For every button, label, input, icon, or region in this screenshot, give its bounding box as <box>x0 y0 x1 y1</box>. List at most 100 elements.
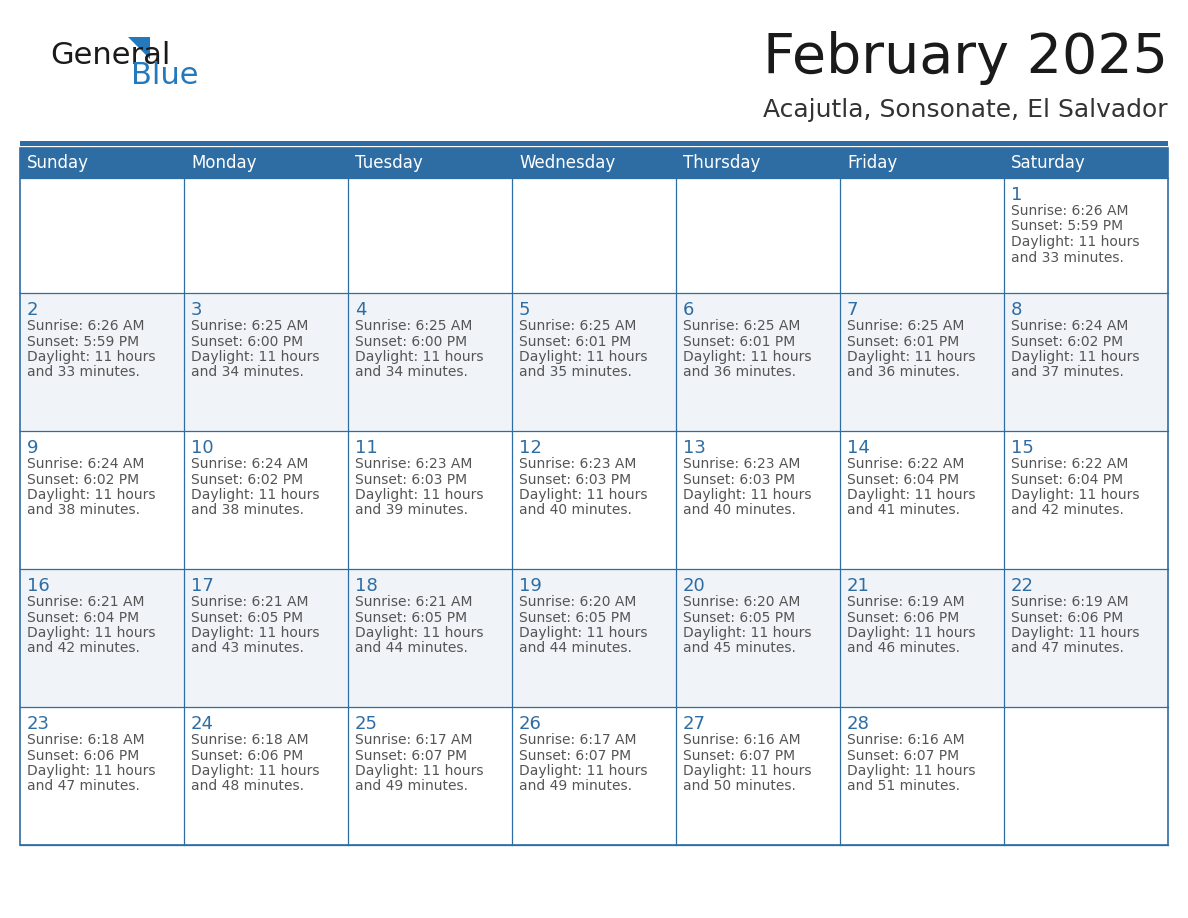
Text: Sunset: 6:05 PM: Sunset: 6:05 PM <box>191 610 303 624</box>
Text: Daylight: 11 hours: Daylight: 11 hours <box>847 626 975 640</box>
Text: 15: 15 <box>1011 439 1034 457</box>
Text: February 2025: February 2025 <box>763 31 1168 85</box>
Bar <box>348 569 512 707</box>
Bar <box>20 293 184 431</box>
Text: Daylight: 11 hours: Daylight: 11 hours <box>27 764 156 778</box>
Text: Daylight: 11 hours: Daylight: 11 hours <box>27 350 156 364</box>
Text: 5: 5 <box>519 301 531 319</box>
Text: 10: 10 <box>191 439 214 457</box>
Text: 13: 13 <box>683 439 706 457</box>
Text: 19: 19 <box>519 577 542 595</box>
Bar <box>676 431 840 569</box>
Text: Sunset: 6:06 PM: Sunset: 6:06 PM <box>847 610 959 624</box>
Text: Sunrise: 6:21 AM: Sunrise: 6:21 AM <box>27 595 145 609</box>
Text: Sunrise: 6:25 AM: Sunrise: 6:25 AM <box>519 319 637 333</box>
Polygon shape <box>128 37 150 59</box>
Text: and 34 minutes.: and 34 minutes. <box>191 365 304 379</box>
Bar <box>676 178 840 293</box>
Text: Daylight: 11 hours: Daylight: 11 hours <box>191 350 320 364</box>
Text: and 48 minutes.: and 48 minutes. <box>191 779 304 793</box>
Text: Saturday: Saturday <box>1011 154 1086 172</box>
Text: Sunrise: 6:18 AM: Sunrise: 6:18 AM <box>27 733 145 747</box>
Text: Sunrise: 6:21 AM: Sunrise: 6:21 AM <box>191 595 309 609</box>
Text: Sunset: 6:02 PM: Sunset: 6:02 PM <box>27 473 139 487</box>
Bar <box>1004 431 1168 569</box>
Bar <box>184 178 348 293</box>
Text: 4: 4 <box>355 301 367 319</box>
Text: Daylight: 11 hours: Daylight: 11 hours <box>683 626 811 640</box>
Text: Sunset: 6:05 PM: Sunset: 6:05 PM <box>683 610 795 624</box>
Text: and 51 minutes.: and 51 minutes. <box>847 779 960 793</box>
Text: Daylight: 11 hours: Daylight: 11 hours <box>519 488 647 502</box>
Bar <box>840 148 1004 178</box>
Text: Sunrise: 6:19 AM: Sunrise: 6:19 AM <box>1011 595 1129 609</box>
Text: and 33 minutes.: and 33 minutes. <box>1011 251 1124 264</box>
Text: Sunrise: 6:22 AM: Sunrise: 6:22 AM <box>1011 457 1129 471</box>
Text: Sunset: 5:59 PM: Sunset: 5:59 PM <box>27 334 139 349</box>
Text: Daylight: 11 hours: Daylight: 11 hours <box>355 764 484 778</box>
Text: Daylight: 11 hours: Daylight: 11 hours <box>1011 488 1139 502</box>
Bar <box>20 141 1168 146</box>
Text: Daylight: 11 hours: Daylight: 11 hours <box>355 626 484 640</box>
Text: 18: 18 <box>355 577 378 595</box>
Text: Daylight: 11 hours: Daylight: 11 hours <box>847 488 975 502</box>
Text: and 42 minutes.: and 42 minutes. <box>27 642 140 655</box>
Text: Sunrise: 6:23 AM: Sunrise: 6:23 AM <box>683 457 801 471</box>
Text: Sunset: 6:05 PM: Sunset: 6:05 PM <box>355 610 467 624</box>
Text: and 35 minutes.: and 35 minutes. <box>519 365 632 379</box>
Text: 14: 14 <box>847 439 870 457</box>
Text: Daylight: 11 hours: Daylight: 11 hours <box>27 626 156 640</box>
Text: 3: 3 <box>191 301 202 319</box>
Bar <box>20 569 184 707</box>
Text: Sunset: 6:04 PM: Sunset: 6:04 PM <box>847 473 959 487</box>
Bar <box>184 431 348 569</box>
Text: and 47 minutes.: and 47 minutes. <box>27 779 140 793</box>
Text: Blue: Blue <box>131 61 198 89</box>
Text: 26: 26 <box>519 715 542 733</box>
Text: Daylight: 11 hours: Daylight: 11 hours <box>683 488 811 502</box>
Text: 20: 20 <box>683 577 706 595</box>
Text: Sunrise: 6:17 AM: Sunrise: 6:17 AM <box>519 733 637 747</box>
Text: Daylight: 11 hours: Daylight: 11 hours <box>519 764 647 778</box>
Bar <box>20 148 1168 845</box>
Text: Sunrise: 6:26 AM: Sunrise: 6:26 AM <box>1011 204 1129 218</box>
Bar <box>840 293 1004 431</box>
Text: Sunset: 6:06 PM: Sunset: 6:06 PM <box>27 748 139 763</box>
Bar <box>348 148 512 178</box>
Text: Daylight: 11 hours: Daylight: 11 hours <box>519 626 647 640</box>
Text: Daylight: 11 hours: Daylight: 11 hours <box>355 350 484 364</box>
Text: Sunrise: 6:22 AM: Sunrise: 6:22 AM <box>847 457 965 471</box>
Text: Sunset: 6:00 PM: Sunset: 6:00 PM <box>355 334 467 349</box>
Bar <box>840 569 1004 707</box>
Text: Sunrise: 6:24 AM: Sunrise: 6:24 AM <box>191 457 309 471</box>
Text: Sunrise: 6:21 AM: Sunrise: 6:21 AM <box>355 595 473 609</box>
Text: Sunset: 5:59 PM: Sunset: 5:59 PM <box>1011 219 1123 233</box>
Text: 28: 28 <box>847 715 870 733</box>
Text: Wednesday: Wednesday <box>519 154 615 172</box>
Text: 11: 11 <box>355 439 378 457</box>
Text: Sunset: 6:07 PM: Sunset: 6:07 PM <box>847 748 959 763</box>
Bar <box>676 148 840 178</box>
Text: 9: 9 <box>27 439 38 457</box>
Bar <box>348 293 512 431</box>
Bar <box>512 293 676 431</box>
Text: and 49 minutes.: and 49 minutes. <box>355 779 468 793</box>
Bar <box>20 431 184 569</box>
Text: Sunset: 6:03 PM: Sunset: 6:03 PM <box>355 473 467 487</box>
Bar <box>1004 293 1168 431</box>
Text: Daylight: 11 hours: Daylight: 11 hours <box>519 350 647 364</box>
Text: and 33 minutes.: and 33 minutes. <box>27 365 140 379</box>
Text: Sunset: 6:01 PM: Sunset: 6:01 PM <box>683 334 795 349</box>
Text: 22: 22 <box>1011 577 1034 595</box>
Text: Daylight: 11 hours: Daylight: 11 hours <box>355 488 484 502</box>
Bar <box>20 178 184 293</box>
Text: Sunrise: 6:23 AM: Sunrise: 6:23 AM <box>519 457 637 471</box>
Bar <box>840 431 1004 569</box>
Text: and 36 minutes.: and 36 minutes. <box>847 365 960 379</box>
Text: and 38 minutes.: and 38 minutes. <box>27 503 140 518</box>
Text: Sunset: 6:06 PM: Sunset: 6:06 PM <box>1011 610 1123 624</box>
Text: Sunset: 6:02 PM: Sunset: 6:02 PM <box>191 473 303 487</box>
Text: and 45 minutes.: and 45 minutes. <box>683 642 796 655</box>
Bar <box>184 707 348 845</box>
Text: Sunday: Sunday <box>27 154 89 172</box>
